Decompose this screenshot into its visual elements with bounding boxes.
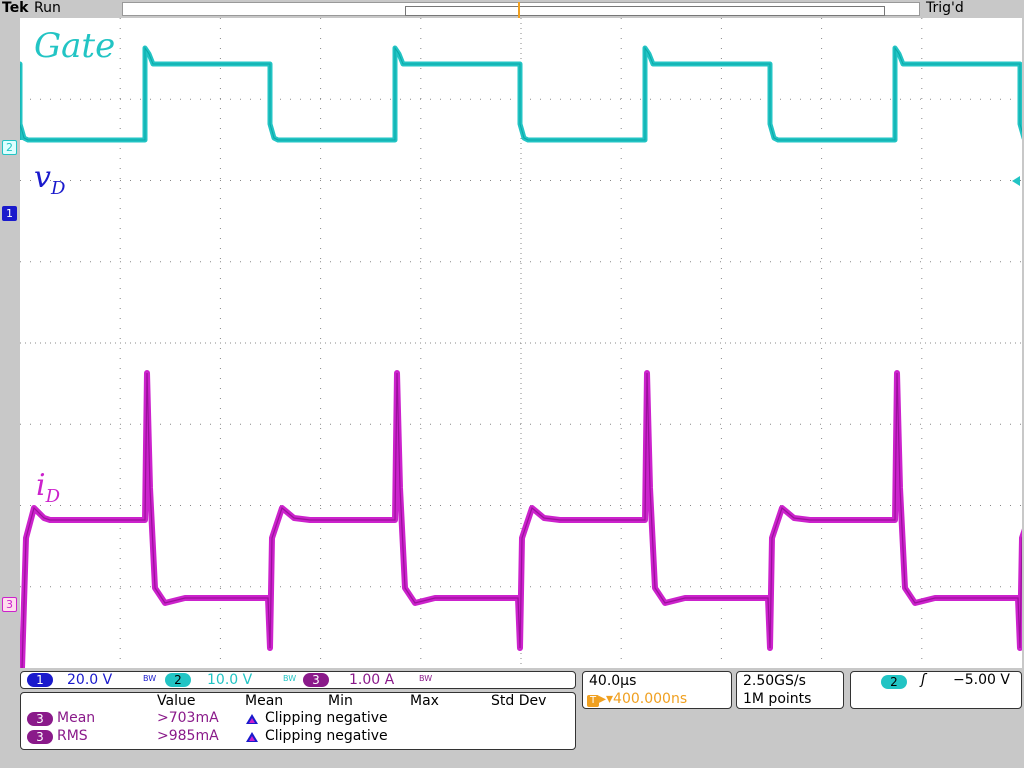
measurement-value: >985mA bbox=[157, 728, 219, 744]
col-header-max: Max bbox=[410, 693, 439, 709]
readout-area: 1 20.0 V BW 2 10.0 V BW 3 1.00 A BW 40.0… bbox=[0, 668, 1024, 768]
ch1-scale: 20.0 V bbox=[67, 672, 113, 688]
record-view-bar[interactable] bbox=[122, 2, 920, 16]
channel-scales-bar[interactable]: 1 20.0 V BW 2 10.0 V BW 3 1.00 A BW bbox=[20, 671, 576, 689]
col-header-value: Value bbox=[157, 693, 196, 709]
ch1-bw-limit: BW bbox=[143, 674, 157, 683]
time-per-div: 40.0µs bbox=[589, 673, 637, 689]
ch2-bw-limit: BW bbox=[283, 674, 297, 683]
col-header-min: Min bbox=[328, 693, 353, 709]
id-label-main: i bbox=[36, 468, 46, 503]
trigger-delay-icon: T bbox=[587, 695, 599, 707]
measurement-source-badge: 3 bbox=[27, 730, 53, 744]
trigger-level-arrow-icon[interactable] bbox=[1010, 174, 1024, 188]
timebase-readout[interactable]: 40.0µs T ▸▾400.000ns bbox=[582, 671, 732, 709]
measurements-panel[interactable]: Value Mean Min Max Std Dev 3 Mean >703mA… bbox=[20, 692, 576, 750]
channel-1-ground-marker[interactable]: 1 bbox=[2, 206, 17, 221]
measurement-warning: Clipping negative bbox=[265, 710, 388, 726]
record-view-window[interactable] bbox=[405, 6, 885, 16]
ch1-badge[interactable]: 1 bbox=[27, 673, 53, 687]
warning-triangle-icon bbox=[246, 732, 258, 742]
vd-waveform-label: vD bbox=[34, 160, 65, 199]
id-label-sub: D bbox=[45, 486, 61, 507]
id-waveform-label: iD bbox=[36, 468, 60, 507]
record-length: 1M points bbox=[743, 691, 812, 707]
trigger-level: −5.00 V bbox=[953, 672, 1010, 688]
vd-label-main: v bbox=[34, 160, 51, 195]
status-bar: Tek Run T Trig'd bbox=[0, 0, 1024, 38]
measurement-name: Mean bbox=[57, 710, 96, 726]
ch3-badge[interactable]: 3 bbox=[303, 673, 329, 687]
waveform-display[interactable] bbox=[20, 18, 1022, 668]
waveform-canvas bbox=[20, 18, 1022, 668]
measurement-source-badge: 3 bbox=[27, 712, 53, 726]
trigger-source-badge: 2 bbox=[881, 675, 907, 689]
warning-triangle-icon bbox=[246, 714, 258, 724]
channel-3-ground-marker[interactable]: 3 bbox=[2, 597, 17, 612]
measurement-warning: Clipping negative bbox=[265, 728, 388, 744]
sample-rate: 2.50GS/s bbox=[743, 673, 806, 689]
gate-waveform-trace-core bbox=[20, 46, 1022, 141]
brand-logo: Tek bbox=[2, 0, 29, 16]
col-header-mean: Mean bbox=[245, 693, 284, 709]
trigger-readout[interactable]: 2 ʃ −5.00 V bbox=[850, 671, 1022, 709]
trigger-slope-icon: ʃ bbox=[921, 672, 926, 688]
id-waveform-trace-core bbox=[21, 372, 1022, 668]
vd-label-sub: D bbox=[50, 178, 66, 199]
measurement-name: RMS bbox=[57, 728, 88, 744]
acquisition-readout[interactable]: 2.50GS/s 1M points bbox=[736, 671, 844, 709]
measurement-value: >703mA bbox=[157, 710, 219, 726]
trigger-delay: ▸▾400.000ns bbox=[599, 691, 688, 707]
run-state[interactable]: Run bbox=[34, 0, 61, 16]
gate-waveform-label: Gate bbox=[34, 26, 116, 66]
channel-2-ground-marker[interactable]: 2 bbox=[2, 140, 17, 155]
trigger-status: Trig'd bbox=[926, 0, 964, 16]
ch2-badge[interactable]: 2 bbox=[165, 673, 191, 687]
ch3-scale: 1.00 A bbox=[349, 672, 395, 688]
ch2-scale: 10.0 V bbox=[207, 672, 253, 688]
col-header-std-dev: Std Dev bbox=[491, 693, 547, 709]
ch3-bw-limit: BW bbox=[419, 674, 433, 683]
